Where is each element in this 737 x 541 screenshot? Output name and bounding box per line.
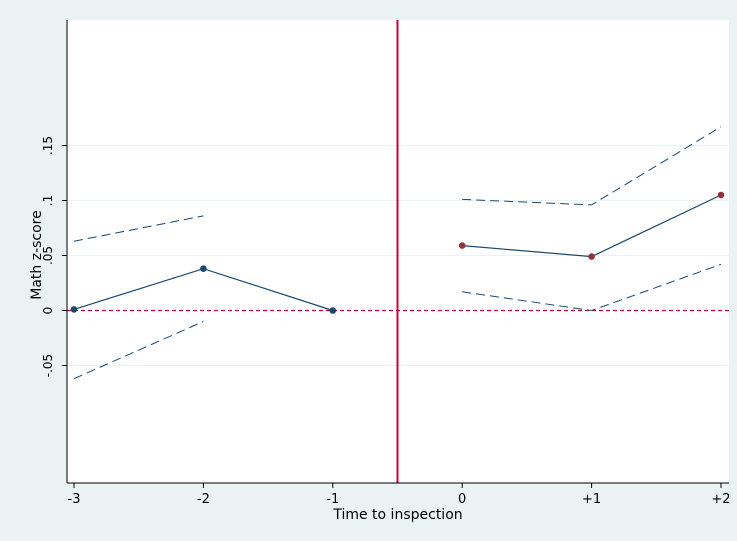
point-post-1: [588, 253, 595, 260]
y-tick-label: .05: [41, 246, 55, 265]
point-post-2: [717, 191, 725, 199]
reference-lines: [67, 20, 729, 483]
y-tick-label: .1: [41, 195, 55, 206]
y-axis-title: Math z-score: [29, 210, 45, 300]
y-tick-label: -.05: [41, 354, 55, 377]
y-tick-label: 0: [41, 307, 55, 315]
x-tick-label: -3: [68, 492, 81, 507]
series-post-upper-ci: [462, 126, 722, 206]
point-pre-1: [200, 265, 207, 273]
series-pre-upper-ci: [73, 215, 204, 242]
series-layer: [70, 126, 725, 380]
y-tick-label: .15: [41, 136, 55, 155]
axes: -.05 0 .05 .1 .15 -3 -2 -1 0 +1 +2: [41, 20, 731, 507]
x-axis-title: Time to inspection: [332, 507, 462, 523]
x-tick-label: -1: [326, 492, 339, 507]
point-pre-2: [329, 307, 337, 314]
point-post-0: [458, 242, 466, 249]
series-pre-lower-ci: [73, 321, 204, 380]
point-pre-0: [70, 306, 78, 313]
series-post-lower-ci: [462, 263, 722, 312]
x-tick-label: 0: [458, 492, 466, 507]
x-tick-label: +2: [711, 492, 730, 507]
x-tick-label: +1: [582, 492, 601, 507]
x-tick-label: -2: [197, 492, 210, 507]
